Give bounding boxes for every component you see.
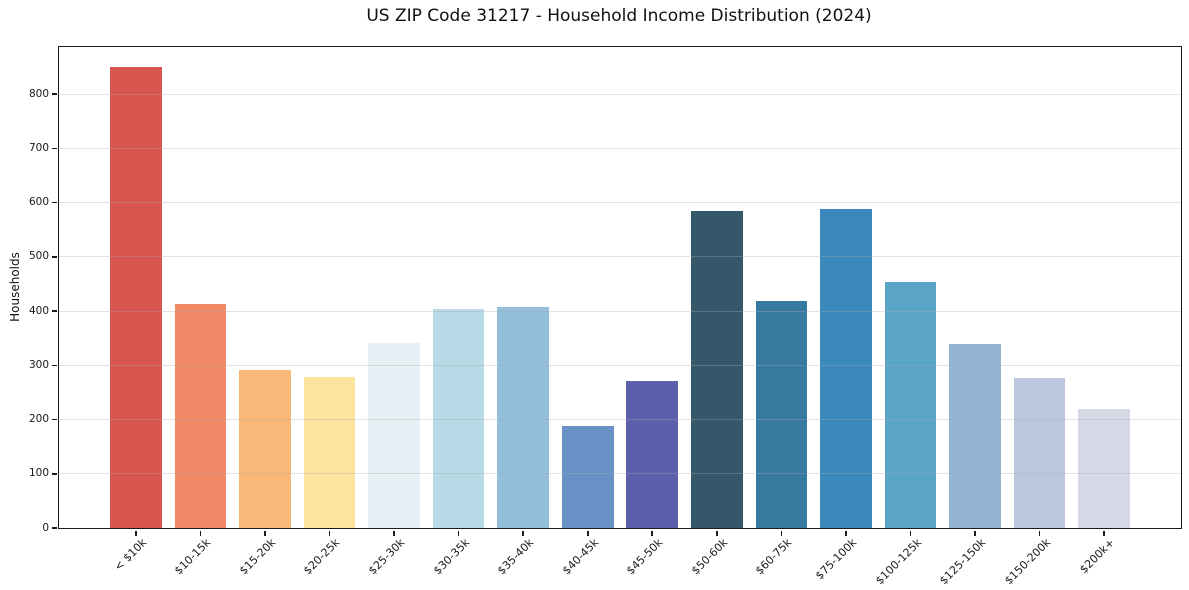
y-tick-mark <box>52 472 58 475</box>
y-tick-mark <box>52 201 58 204</box>
x-tick-mark <box>845 531 847 537</box>
x-tick-label: < $10k <box>111 536 150 574</box>
bar <box>561 426 614 528</box>
y-tick-label: 200 <box>28 413 49 426</box>
y-tick-label: 100 <box>28 467 49 480</box>
grid-line <box>59 202 1181 204</box>
grid-line <box>59 147 1181 149</box>
x-tick-mark <box>651 531 654 537</box>
y-tick-mark <box>52 147 58 150</box>
x-tick-mark <box>974 531 976 537</box>
y-tick-mark <box>52 93 58 95</box>
y-tick-label: 700 <box>28 141 49 154</box>
plot-area: 0 100 200 300 400 500 600 700 800 < $10k $10-15k $1… <box>29 46 1182 587</box>
y-tick-label: 400 <box>28 304 49 317</box>
x-tick-mark <box>264 531 266 537</box>
y-tick-label: 500 <box>28 250 49 263</box>
bar <box>432 309 485 528</box>
bar <box>368 342 420 528</box>
bar <box>949 343 1001 528</box>
bar <box>303 377 356 528</box>
grid-line <box>59 256 1181 258</box>
x-tick-mark <box>199 531 202 537</box>
y-tick-mark <box>52 527 58 529</box>
bar <box>755 301 808 528</box>
x-tick-mark <box>1103 531 1105 537</box>
grid-line <box>59 473 1181 475</box>
y-tick-mark <box>52 418 58 421</box>
grid-line <box>59 310 1181 312</box>
x-tick-mark <box>1038 531 1041 537</box>
bar <box>626 381 679 528</box>
y-tick-label: 0 <box>42 521 49 534</box>
bar <box>1078 408 1130 528</box>
y-tick-mark <box>52 364 58 367</box>
x-tick-mark <box>522 531 524 537</box>
bar <box>691 211 743 528</box>
y-tick-mark <box>52 310 58 312</box>
y-tick-mark <box>52 256 58 258</box>
x-tick-mark <box>909 531 912 537</box>
bar <box>239 370 291 528</box>
chart-title: US ZIP Code 31217 - Household Income Dis… <box>366 6 872 26</box>
x-tick-mark <box>457 531 460 537</box>
y-tick-label: 600 <box>28 196 49 209</box>
bar <box>174 303 227 528</box>
x-tick-mark <box>135 531 137 537</box>
grid-line <box>59 419 1181 421</box>
x-tick-mark <box>780 531 783 537</box>
bar <box>110 67 162 528</box>
x-tick-mark <box>716 531 718 537</box>
x-tick-mark <box>393 531 395 537</box>
x-tick-mark <box>586 531 589 537</box>
bar <box>497 306 549 528</box>
bar <box>884 282 937 528</box>
bar <box>820 209 872 528</box>
x-tick-mark <box>328 531 331 537</box>
grid-line <box>59 93 1181 95</box>
y-tick-label: 300 <box>28 358 49 371</box>
y-tick-label: 800 <box>28 87 49 100</box>
bar <box>1013 377 1066 528</box>
grid-line <box>59 364 1181 366</box>
